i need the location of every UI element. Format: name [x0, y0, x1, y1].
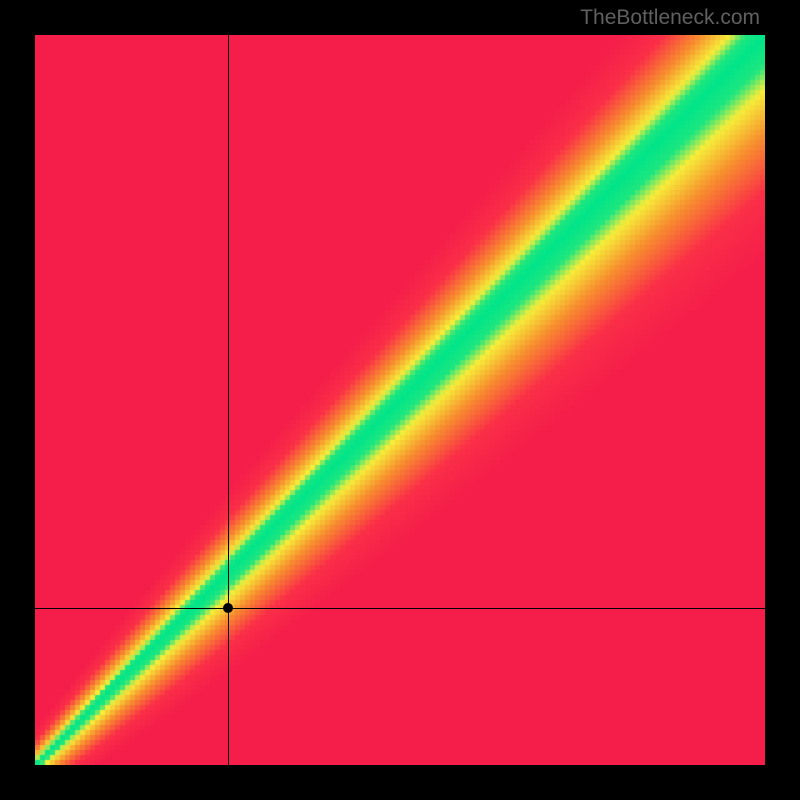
heatmap-canvas	[35, 35, 765, 765]
data-point-marker	[223, 603, 233, 613]
watermark-text: TheBottleneck.com	[580, 6, 760, 30]
plot-area	[35, 35, 765, 765]
crosshair-vertical	[228, 35, 229, 765]
crosshair-horizontal	[35, 608, 765, 609]
